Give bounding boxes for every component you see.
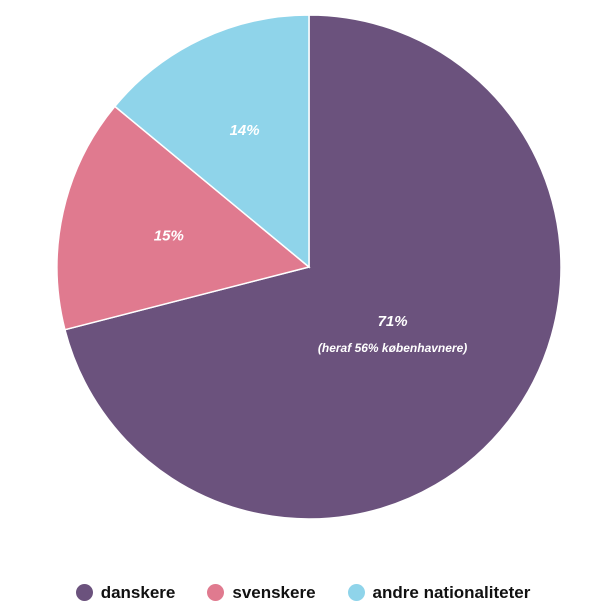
slice-label-svenskere: 15% xyxy=(154,228,184,245)
slice-label-andre-nationaliteter: 14% xyxy=(230,122,260,139)
pie-slice-danskere xyxy=(64,14,562,520)
legend-label-andre-nationaliteter: andre nationaliteter xyxy=(372,582,531,602)
legend-label-danskere: danskere xyxy=(100,582,176,602)
slice-label-danskere: 71% xyxy=(378,313,408,330)
legend-swatch-andre-nationaliteter xyxy=(347,584,365,601)
legend: danskere svenskere andre nationaliteter xyxy=(0,580,606,605)
legend-item-andre-nationaliteter: andre nationaliteter xyxy=(347,582,531,603)
legend-label-svenskere: svenskere xyxy=(232,582,316,602)
legend-item-danskere: danskere xyxy=(75,582,176,603)
legend-swatch-danskere xyxy=(75,584,93,601)
slice-annotation-danskere: (heraf 56% københavnere) xyxy=(318,341,467,355)
pie-chart: 71% (heraf 56% københavnere) 15% 14% xyxy=(56,14,562,520)
pie-slice-andre-nationaliteter xyxy=(113,14,310,269)
pie-slice-svenskere xyxy=(56,105,311,331)
legend-swatch-svenskere xyxy=(207,584,225,601)
legend-item-svenskere: svenskere xyxy=(207,582,316,603)
